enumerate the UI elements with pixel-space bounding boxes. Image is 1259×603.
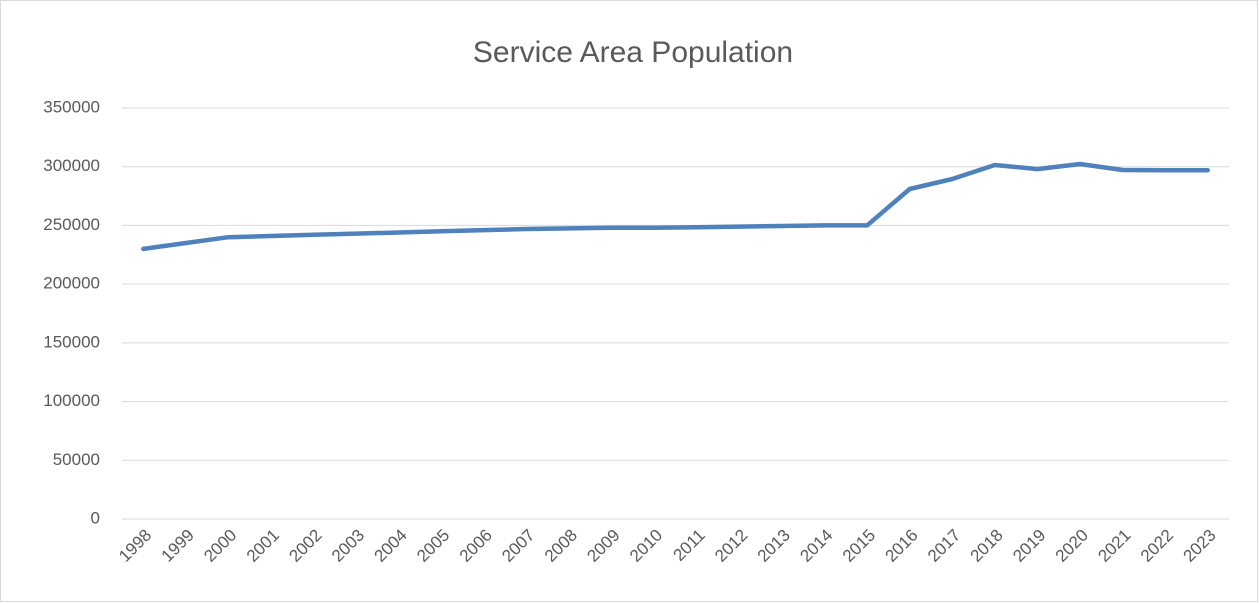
y-tick-label: 100000 [43,391,100,410]
y-tick-label: 250000 [43,215,100,234]
y-tick-label: 0 [91,508,100,527]
y-tick-label: 200000 [43,274,100,293]
data-line [141,161,1210,252]
y-tick-label: 150000 [43,332,100,351]
y-tick-label: 300000 [43,156,100,175]
chart-title: Service Area Population [473,36,793,69]
y-tick-label: 50000 [53,450,100,469]
y-tick-label: 350000 [43,97,100,116]
